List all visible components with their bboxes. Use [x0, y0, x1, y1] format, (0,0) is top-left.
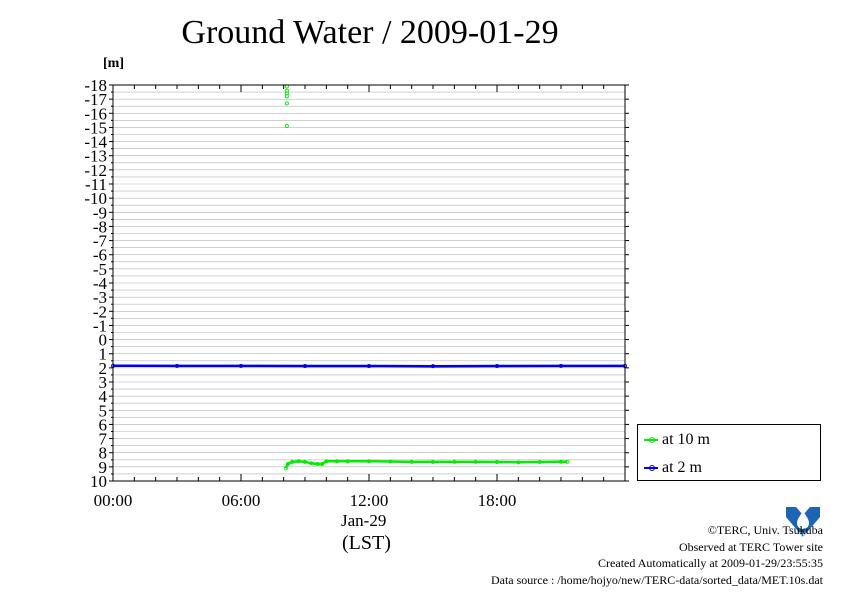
svg-text:TERC: TERC	[795, 533, 812, 539]
data-point	[537, 460, 542, 465]
y-tick-label: 7	[99, 430, 108, 449]
data-point	[290, 459, 295, 464]
y-tick-label: 3	[99, 373, 108, 392]
data-point	[324, 459, 329, 464]
data-point	[285, 462, 290, 467]
axis-layer: -18-17-16-15-14-13-12-11-10-9-8-7-6-5-4-…	[84, 76, 629, 510]
data-point	[559, 363, 564, 368]
y-tick-label: -14	[84, 133, 107, 152]
y-tick-label: -18	[84, 76, 107, 95]
y-tick-label: -16	[84, 104, 107, 123]
legend: at 10 m at 2 m	[637, 424, 821, 481]
outlier-point	[284, 94, 289, 99]
data-point	[430, 364, 435, 369]
data-point	[516, 460, 521, 465]
y-tick-label: -7	[93, 232, 108, 251]
y-tick-label: -2	[93, 302, 107, 321]
footer-source: Data source : /home/hojyo/new/TERC-data/…	[490, 573, 823, 587]
data-point	[409, 459, 414, 464]
data-point	[366, 459, 371, 464]
data-point	[320, 462, 325, 467]
legend-label: at 2 m	[662, 459, 702, 476]
plot-frame	[112, 84, 626, 482]
y-tick-label: -5	[93, 260, 107, 279]
x-tick-label: 18:00	[478, 491, 517, 510]
y-tick-label: 10	[90, 472, 107, 491]
outlier-point	[284, 123, 289, 129]
x-tick-label: 00:00	[94, 491, 133, 510]
y-tick-label: -6	[93, 246, 107, 265]
data-point	[309, 461, 314, 466]
data-point	[302, 459, 307, 464]
legend-swatch-green	[644, 437, 658, 443]
data-point	[494, 460, 499, 465]
y-tick-label: 9	[99, 458, 108, 477]
legend-item-at-10m: at 10 m	[644, 430, 710, 450]
y-axis-unit-label: [m]	[103, 56, 124, 71]
y-tick-label: 4	[99, 387, 108, 406]
data-point	[430, 459, 435, 464]
data-point	[174, 363, 179, 368]
y-tick-label: -17	[84, 90, 107, 109]
data-point	[238, 363, 243, 368]
data-point	[283, 466, 288, 471]
terc-logo: TERC	[784, 503, 822, 539]
footer-site: Observed at TERC Tower site	[678, 540, 823, 554]
y-tick-label: -15	[84, 118, 107, 137]
y-tick-label: 1	[99, 345, 108, 364]
data-point	[388, 459, 393, 464]
data-point	[302, 364, 307, 369]
legend-label: at 10 m	[662, 431, 710, 448]
series-layer	[111, 84, 628, 471]
y-tick-label: 6	[99, 415, 108, 434]
y-tick-label: -9	[93, 203, 107, 222]
y-tick-label: -3	[93, 288, 107, 307]
y-tick-label: 0	[99, 331, 108, 350]
y-tick-label: -10	[84, 189, 107, 208]
y-tick-label: 2	[99, 359, 108, 378]
footer-credit: ©TERC, Univ. Tsukuba	[707, 523, 823, 537]
data-point	[452, 459, 457, 464]
data-point	[345, 459, 350, 464]
data-point	[559, 459, 564, 464]
data-point	[565, 459, 570, 464]
x-axis-title: (LST)	[342, 532, 391, 554]
series-line-0	[284, 459, 568, 469]
x-tick-label: 06:00	[222, 491, 261, 510]
y-tick-label: -4	[93, 274, 108, 293]
data-point	[494, 364, 499, 369]
data-point	[296, 459, 301, 464]
grid-layer	[113, 84, 625, 482]
y-tick-label: -12	[84, 161, 107, 180]
legend-item-at-2m: at 2 m	[644, 458, 702, 478]
data-point	[366, 364, 371, 369]
footer-created: Created Automatically at 2009-01-29/23:5…	[598, 556, 823, 570]
y-tick-label: -11	[85, 175, 107, 194]
outlier-point	[284, 101, 289, 106]
data-point	[334, 459, 339, 464]
page-title: Ground Water / 2009-01-29	[181, 14, 559, 51]
legend-swatch-blue	[644, 465, 658, 471]
y-tick-label: 5	[99, 401, 108, 420]
y-tick-label: -8	[93, 217, 107, 236]
data-point	[473, 459, 478, 464]
y-tick-label: -13	[84, 147, 107, 166]
series-line-1	[112, 364, 625, 368]
data-point	[315, 462, 320, 467]
y-tick-label: -1	[93, 316, 107, 335]
x-tick-label: 12:00	[350, 491, 389, 510]
x-axis-date-label: Jan-29	[341, 511, 387, 530]
y-tick-label: 8	[99, 444, 108, 463]
